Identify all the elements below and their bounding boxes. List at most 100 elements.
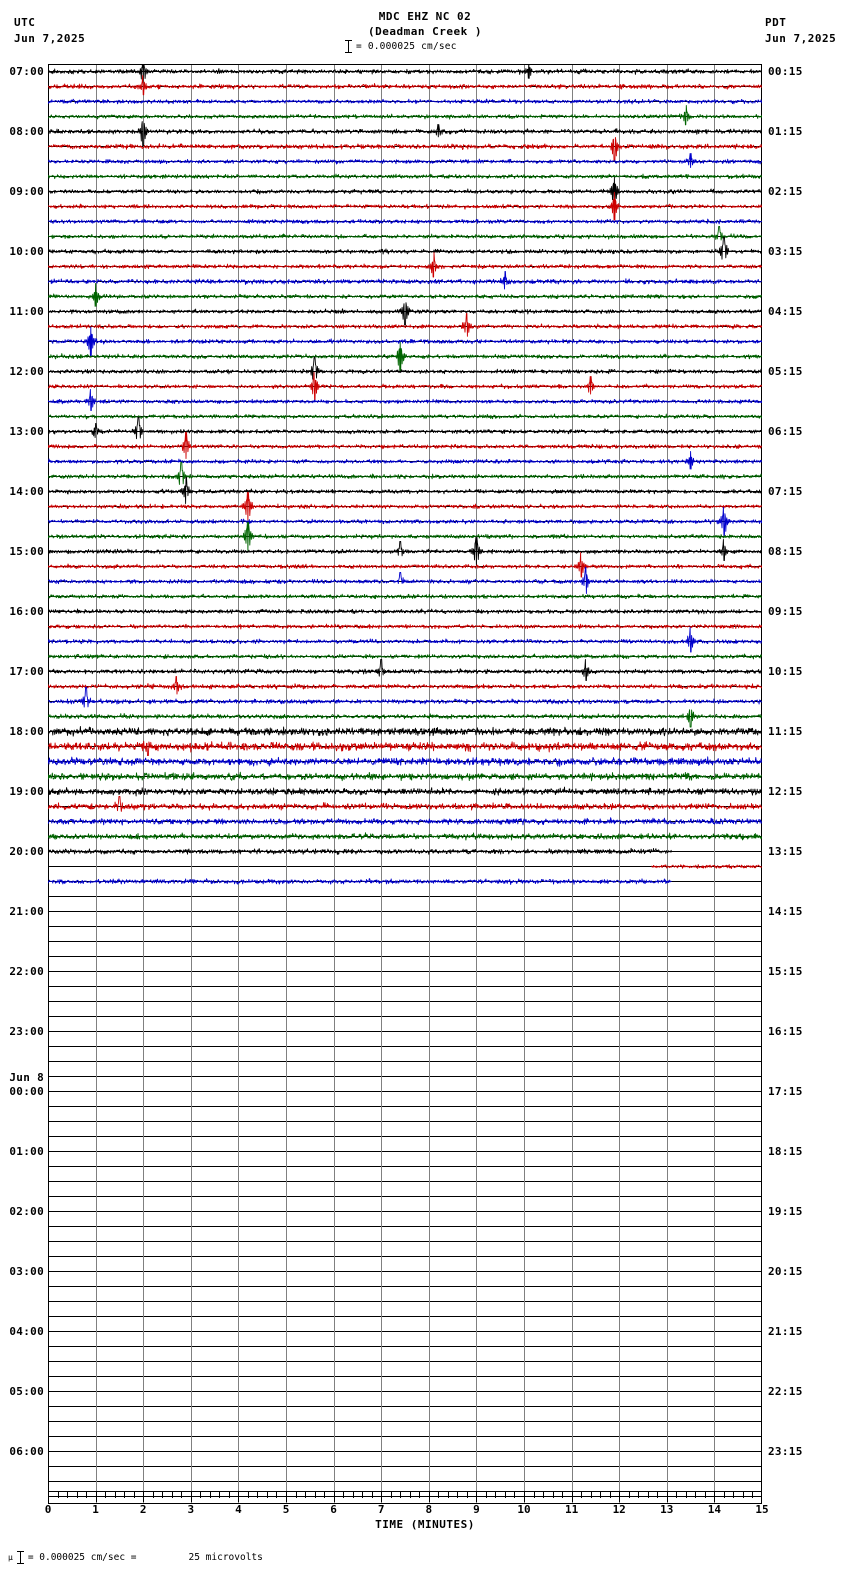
seismic-trace-row-29 [48,491,762,522]
x-axis-title: TIME (MINUTES) [375,1518,475,1531]
utc-hour-label: 14:00 [9,484,44,498]
seismic-trace-row-8 [48,176,762,207]
seismic-trace-row-27 [48,461,762,485]
pdt-hour-label: 14:15 [768,904,803,918]
pdt-hour-label: 15:15 [768,964,803,978]
x-tick-label: 11 [564,1503,579,1516]
pdt-hour-label: 10:15 [768,664,803,678]
utc-hour-label: 08:00 [9,124,44,138]
seismic-trace-row-37 [48,623,762,630]
vertical-bar-icon [16,1551,24,1564]
pdt-hour-label: 04:15 [768,304,803,318]
utc-hour-label: 12:00 [9,364,44,378]
pdt-hour-label: 11:15 [768,724,803,738]
x-tick-label: 12 [612,1503,626,1516]
seismic-trace-row-34 [48,566,762,594]
footer-text-b: 25 microvolts [188,1552,263,1563]
x-tick-label: 14 [707,1503,722,1516]
seismic-trace-row-23 [48,413,762,420]
seismic-trace-row-16 [48,302,762,326]
utc-hour-label: 17:00 [9,664,44,678]
seismic-trace-row-0 [48,64,762,83]
pdt-hour-label: 00:15 [768,64,803,78]
seismic-trace-row-24 [48,416,762,440]
utc-hour-label: 07:00 [9,64,44,78]
x-tick-label: 5 [282,1503,290,1516]
pdt-hour-label: 16:15 [768,1024,803,1038]
day-marker-label: Jun 8 [9,1070,44,1084]
x-tick-label: 10 [517,1503,531,1516]
seismic-trace-row-30 [48,506,762,537]
utc-hour-label: 06:00 [9,1444,44,1458]
utc-hour-label: 02:00 [9,1204,44,1218]
seismic-trace-row-45 [48,740,762,756]
pdt-hour-label: 19:15 [768,1204,803,1218]
seismic-trace-row-5 [48,137,762,162]
pdt-hour-label: 21:15 [768,1324,803,1338]
utc-hour-label: 00:00 [9,1084,44,1098]
seismic-trace-row-50 [48,817,762,826]
pdt-hour-label: 13:15 [768,844,803,858]
pdt-hour-label: 17:15 [768,1084,803,1098]
utc-hour-label: 10:00 [9,244,44,258]
x-tick-label: 3 [187,1503,195,1516]
x-tick-label: 15 [755,1503,769,1516]
seismic-trace-row-54 [48,878,672,885]
seismic-trace-row-32 [48,536,762,567]
x-axis-ticks [48,1490,763,1502]
seismic-trace-row-1 [48,75,762,96]
utc-hour-label: 15:00 [9,544,44,558]
seismic-trace-row-42 [48,686,762,708]
seismic-trace-row-44 [48,725,762,737]
seismic-trace-row-3 [48,105,762,126]
pdt-hour-label: 02:15 [768,184,803,198]
station-name-title: (Deadman Creek ) [368,25,482,38]
seismic-trace-row-36 [48,608,762,615]
seismic-trace-row-15 [48,283,762,307]
seismic-trace-row-17 [48,313,762,337]
seismic-trace-row-13 [48,252,762,278]
pdt-hour-label: 09:15 [768,604,803,618]
seismic-trace-row-14 [48,271,762,290]
scale-legend-text: = 0.000025 cm/sec [356,40,457,52]
utc-hour-label: 19:00 [9,784,44,798]
pdt-date-label: Jun 7,2025 [765,32,837,45]
utc-hour-label: 13:00 [9,424,44,438]
utc-hour-label: 16:00 [9,604,44,618]
x-tick-label: 4 [235,1503,242,1516]
footer-text-a: = 0.000025 cm/sec = [27,1552,137,1563]
seismic-trace-row-41 [48,676,762,695]
helicorder-plot[interactable] [48,64,762,1504]
pdt-hour-label: 22:15 [768,1384,803,1398]
utc-hour-label: 23:00 [9,1024,44,1038]
seismic-trace-row-19 [48,341,762,372]
pdt-timezone-label: PDT [765,16,787,29]
seismic-trace-row-51 [48,832,762,841]
x-tick-label: 1 [92,1503,99,1516]
seismic-trace-row-25 [48,431,762,459]
pdt-hour-label: 05:15 [768,364,803,378]
seismic-trace-row-2 [48,98,762,105]
footer-scale-note: μ = 0.000025 cm/sec = 25 microvolts [8,1551,263,1564]
seismic-trace-row-52 [48,847,673,855]
pdt-hour-label: 12:15 [768,784,803,798]
utc-hour-label: 05:00 [9,1384,44,1398]
seismic-trace-row-9 [48,191,762,221]
pdt-hour-label: 01:15 [768,124,803,138]
pdt-hour-label: 23:15 [768,1444,803,1458]
seismic-trace-row-49 [48,796,762,812]
pdt-hour-label: 07:15 [768,484,803,498]
x-tick-label: 7 [377,1503,385,1516]
seismic-trace-row-22 [48,389,762,411]
utc-hour-label: 09:00 [9,184,44,198]
seismic-trace-row-43 [48,709,762,728]
station-code-title: MDC EHZ NC 02 [378,10,472,23]
x-tick-label: 9 [473,1503,480,1516]
utc-date-label: Jun 7,2025 [14,32,86,45]
utc-hour-label: 04:00 [9,1324,44,1338]
seismic-trace-row-40 [48,659,762,681]
seismic-trace-row-6 [48,153,762,168]
pdt-hour-label: 06:15 [768,424,803,438]
seismic-trace-row-48 [48,786,762,797]
seismic-trace-row-11 [48,226,762,241]
